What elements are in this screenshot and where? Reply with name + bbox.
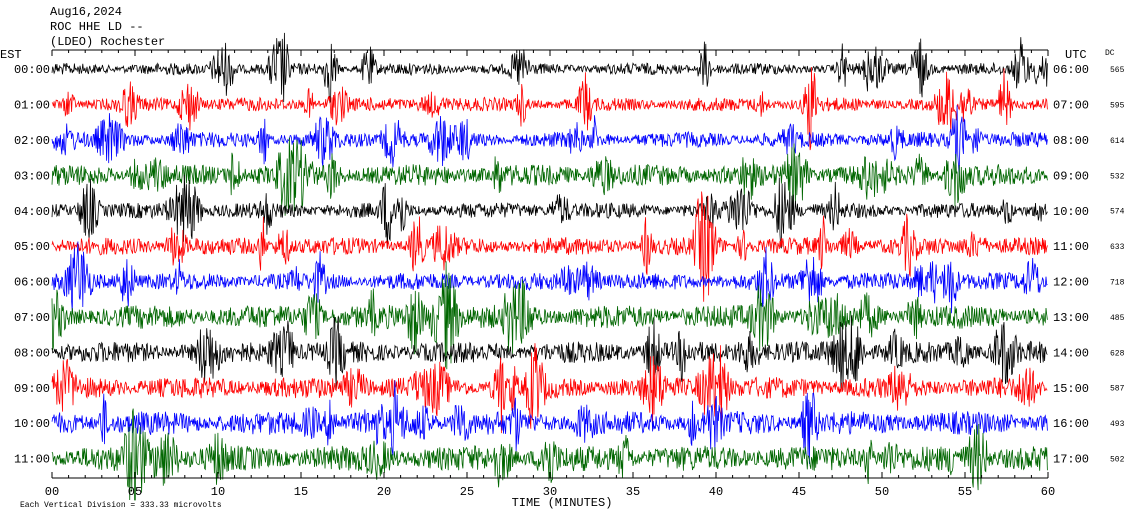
x-axis-title: TIME (MINUTES) [512, 496, 613, 510]
right-time-label: 12:00 [1053, 276, 1089, 290]
x-tick-label: 25 [460, 485, 474, 499]
left-time-label: 06:00 [14, 276, 50, 290]
dc-value: 587 [1110, 385, 1125, 394]
x-tick-label: 40 [709, 485, 723, 499]
left-time-label: 08:00 [14, 346, 50, 360]
x-tick-label: 10 [211, 485, 225, 499]
x-tick-label: 20 [377, 485, 391, 499]
trace [51, 137, 1048, 216]
left-time-label: 03:00 [14, 169, 50, 183]
header-line: Aug16,2024 [50, 5, 122, 19]
x-tick-label: 30 [543, 485, 557, 499]
right-time-label: 10:00 [1053, 205, 1089, 219]
right-time-label: 15:00 [1053, 382, 1089, 396]
header-line: (LDEO) Rochester [50, 35, 165, 49]
trace [51, 241, 1048, 314]
dc-value: 502 [1110, 456, 1125, 465]
right-axis-title: UTC [1065, 48, 1087, 62]
right-time-label: 08:00 [1053, 134, 1089, 148]
dc-value: 574 [1110, 208, 1125, 217]
right-time-label: 09:00 [1053, 169, 1089, 183]
traces [51, 32, 1048, 501]
left-time-label: 07:00 [14, 311, 50, 325]
dc-value: 493 [1110, 420, 1125, 429]
dc-value: 565 [1110, 66, 1125, 75]
trace [51, 174, 1048, 249]
left-time-label: 05:00 [14, 240, 50, 254]
dc-value: 595 [1110, 102, 1125, 111]
x-tick-label: 55 [958, 485, 972, 499]
right-time-label: 06:00 [1053, 63, 1089, 77]
dc-value: 628 [1110, 349, 1125, 358]
footer: Each Vertical Division = 333.33 microvol… [20, 501, 222, 510]
left-time-label: 02:00 [14, 134, 50, 148]
left-time-label: 04:00 [14, 205, 50, 219]
left-time-label: 09:00 [14, 382, 50, 396]
dc-title: DC [1105, 49, 1115, 58]
right-time-label: 11:00 [1053, 240, 1089, 254]
dc-value: 532 [1110, 172, 1125, 181]
left-time-label: 10:00 [14, 417, 50, 431]
trace [51, 380, 1048, 464]
x-tick-label: 60 [1041, 485, 1055, 499]
left-time-label: 00:00 [14, 63, 50, 77]
trace [51, 261, 1048, 370]
left-time-label: 11:00 [14, 453, 50, 467]
left-axis-title: EST [0, 48, 22, 62]
x-tick-label: 45 [792, 485, 806, 499]
dc-value: 633 [1110, 243, 1125, 252]
x-tick-label: 00 [45, 485, 59, 499]
dc-value: 614 [1110, 137, 1125, 146]
x-tick-label: 35 [626, 485, 640, 499]
trace [51, 105, 1048, 177]
right-time-label: 14:00 [1053, 346, 1089, 360]
dc-value: 718 [1110, 279, 1125, 288]
header-line: ROC HHE LD -- [50, 20, 144, 34]
x-tick-label: 50 [875, 485, 889, 499]
left-time-label: 01:00 [14, 99, 50, 113]
trace [51, 408, 1048, 501]
x-tick-label: 05 [128, 485, 142, 499]
trace [51, 343, 1048, 434]
right-time-label: 13:00 [1053, 311, 1089, 325]
x-tick-label: 15 [294, 485, 308, 499]
right-time-label: 16:00 [1053, 417, 1089, 431]
dc-value: 485 [1110, 314, 1125, 323]
trace [51, 66, 1048, 151]
trace [51, 315, 1048, 390]
trace [51, 191, 1048, 302]
right-time-label: 07:00 [1053, 99, 1089, 113]
right-time-label: 17:00 [1053, 453, 1089, 467]
